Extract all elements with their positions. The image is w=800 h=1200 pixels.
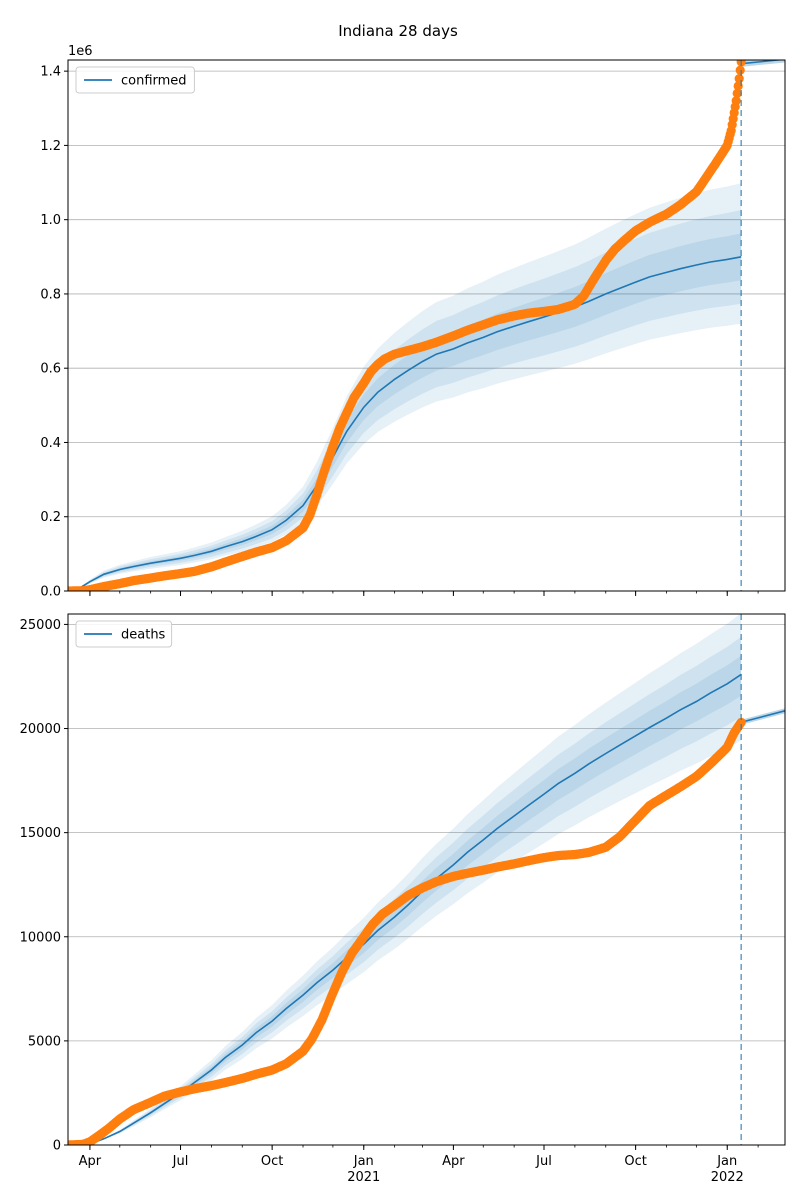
plot-area bbox=[68, 60, 785, 591]
y-tick-label: 0.8 bbox=[40, 287, 61, 302]
x-tick-label: Jul bbox=[172, 1154, 189, 1169]
x-tick-label: Jul bbox=[535, 1154, 552, 1169]
y-tick-label: 15000 bbox=[20, 826, 61, 841]
plot-area bbox=[68, 614, 785, 1145]
figure-title: Indiana 28 days bbox=[338, 22, 458, 40]
x-tick-label: Apr bbox=[79, 1154, 102, 1169]
confirmed-panel: 0.0 0.2 0.4 0.6 0.8 1.0 1.2 1.4 1e6 confirmed bbox=[40, 44, 786, 600]
y-tick-label: 1.2 bbox=[40, 139, 61, 154]
uncertainty-band-2 bbox=[68, 636, 742, 1145]
x-tick-label: Jan bbox=[716, 1154, 737, 1169]
y-tick-label: 0.6 bbox=[40, 362, 61, 377]
legend-label: deaths bbox=[121, 628, 166, 643]
observed-points bbox=[68, 60, 746, 591]
y-tick-label: 0 bbox=[53, 1139, 61, 1154]
observed-point bbox=[732, 88, 742, 98]
legend: confirmed bbox=[75, 66, 195, 94]
uncertainty-band-1 bbox=[68, 614, 742, 1145]
axes-frame bbox=[67, 59, 786, 592]
projection-tail-line bbox=[740, 710, 785, 724]
tail-band bbox=[741, 60, 785, 67]
observed-point bbox=[735, 65, 745, 75]
x-tick-year-label: 2021 bbox=[347, 1170, 380, 1185]
axes-frame bbox=[67, 613, 786, 1146]
y-tick-label: 0.2 bbox=[40, 510, 61, 525]
legend: deaths bbox=[75, 620, 173, 648]
observed-point bbox=[736, 717, 746, 727]
legend-box bbox=[75, 66, 195, 94]
y-tick-label: 0.4 bbox=[40, 436, 61, 451]
x-tick-label: Jan bbox=[353, 1154, 374, 1169]
uncertainty-band-1 bbox=[68, 183, 742, 591]
uncertainty-band-3 bbox=[68, 233, 742, 591]
observed-point bbox=[734, 74, 744, 84]
y-tick-label: 5000 bbox=[28, 1034, 61, 1049]
x-tick-label: Oct bbox=[261, 1154, 283, 1169]
y-tick-label: 25000 bbox=[20, 618, 61, 633]
x-tick-label: Oct bbox=[624, 1154, 646, 1169]
y-tick-label: 20000 bbox=[20, 722, 61, 737]
model-line bbox=[68, 256, 742, 591]
legend-box bbox=[75, 620, 173, 648]
y-offset-label: 1e6 bbox=[68, 44, 93, 59]
observed-point bbox=[731, 96, 741, 106]
y-tick-label: 10000 bbox=[20, 930, 61, 945]
y-tick-label: 0.0 bbox=[40, 585, 61, 600]
observed-points bbox=[68, 717, 746, 1145]
x-tick-label: Apr bbox=[442, 1154, 465, 1169]
legend-label: confirmed bbox=[121, 74, 187, 89]
x-tick-year-label: 2022 bbox=[711, 1170, 744, 1185]
y-tick-label: 1.4 bbox=[40, 65, 61, 80]
y-tick-label: 1.0 bbox=[40, 213, 61, 228]
